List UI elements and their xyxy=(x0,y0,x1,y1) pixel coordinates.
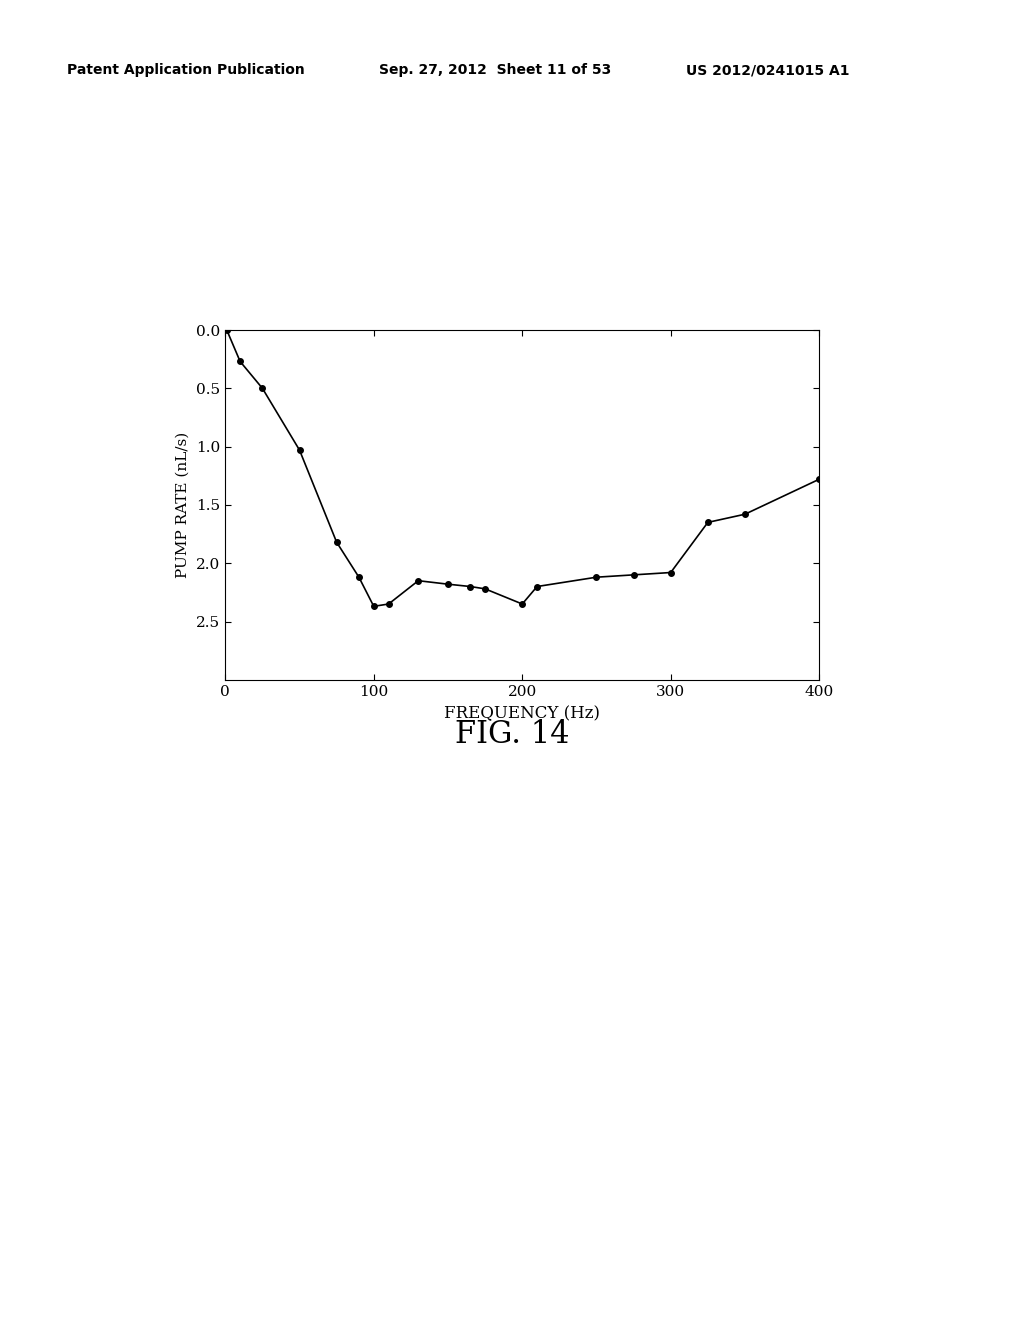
Text: Sep. 27, 2012  Sheet 11 of 53: Sep. 27, 2012 Sheet 11 of 53 xyxy=(379,63,611,78)
Text: Patent Application Publication: Patent Application Publication xyxy=(67,63,304,78)
Y-axis label: PUMP RATE (nL/s): PUMP RATE (nL/s) xyxy=(175,432,189,578)
Text: FIG. 14: FIG. 14 xyxy=(455,719,569,750)
X-axis label: FREQUENCY (Hz): FREQUENCY (Hz) xyxy=(444,706,600,722)
Text: US 2012/0241015 A1: US 2012/0241015 A1 xyxy=(686,63,850,78)
